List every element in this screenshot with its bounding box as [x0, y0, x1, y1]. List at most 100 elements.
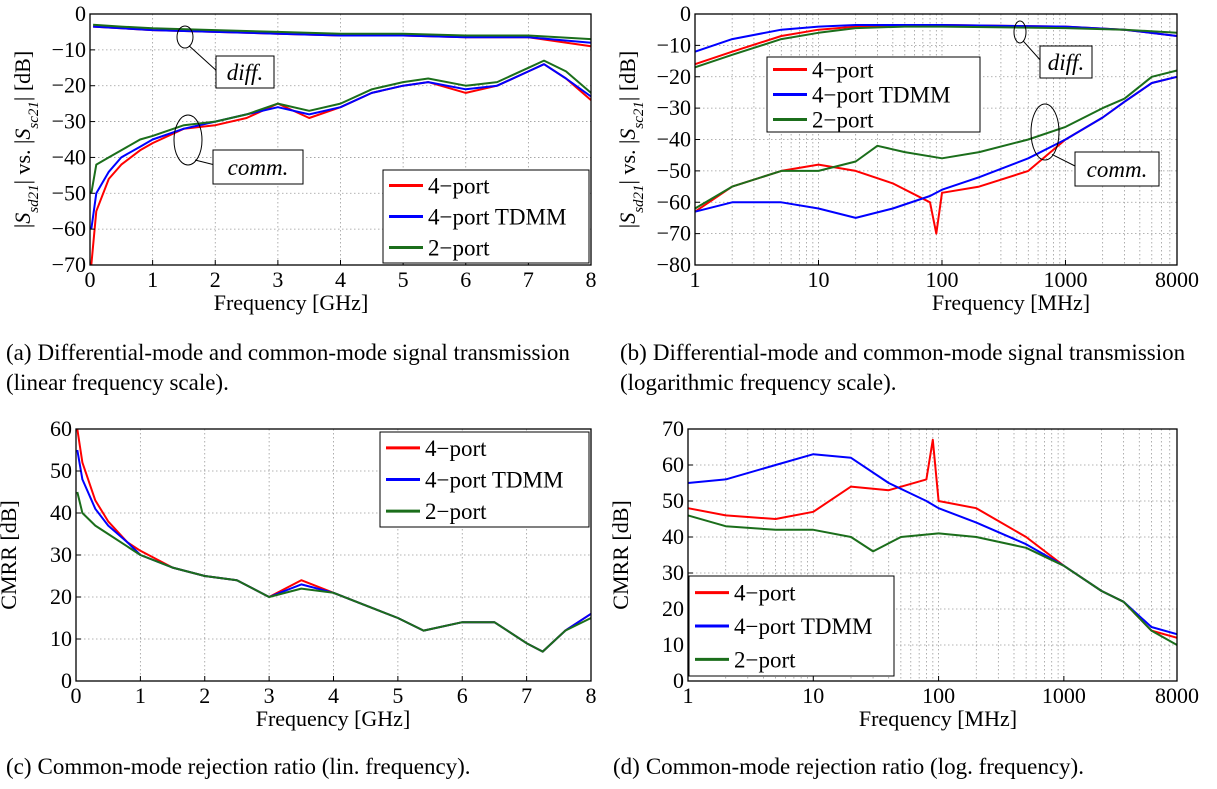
- x-axis-label: Frequency [GHz]: [256, 706, 411, 731]
- x-tick-label: 1: [683, 683, 694, 708]
- x-tick-label: 8000: [1155, 683, 1199, 708]
- x-tick-label: 3: [272, 267, 283, 292]
- y-tick-label: −30: [52, 109, 86, 134]
- caption-a-label: (a): [6, 340, 32, 365]
- chart-panel-a: 0 1 2 3 4 5 6 7 8 0 −10 −20 −30 −40 −50 −60 −70 Frequency…: [10, 1, 597, 315]
- legend-label: 4−port: [734, 581, 796, 606]
- y-axis-label: CMRR [dB]: [0, 500, 21, 609]
- y-tick-label: 0: [75, 1, 86, 26]
- y-tick-label: −50: [52, 180, 86, 205]
- legend: 4−port 4−port TDMM 2−port: [379, 431, 590, 528]
- chart-panel-d: 1 10 100 1000 8000 0 10 20 30 40 50 60 70 Frequency […: [608, 416, 1199, 731]
- x-tick-label: 8000: [1155, 267, 1199, 292]
- y-axis-label: CMRR [dB]: [608, 500, 633, 609]
- caption-c-label: (c): [6, 754, 32, 779]
- x-tick-label: 10: [802, 683, 824, 708]
- legend: 4−port 4−port TDMM 2−port: [382, 169, 590, 264]
- annotation-box: [212, 149, 304, 185]
- legend-label: 2−port: [425, 499, 487, 524]
- legend-label: 4−port TDMM: [425, 468, 563, 493]
- series-line-4port-tdmm-comm: [694, 75, 1178, 219]
- y-tick-label: 70: [662, 416, 684, 441]
- x-tick-label: 2: [199, 683, 210, 708]
- y-tick-label: 0: [673, 668, 684, 693]
- x-axis-label: Frequency [MHz]: [932, 290, 1090, 315]
- series-line-4port-tdmm-comm: [90, 63, 592, 230]
- x-tick-label: 6: [457, 683, 468, 708]
- series-line-2port-diff: [694, 25, 1178, 69]
- x-tick-label: 5: [392, 683, 403, 708]
- y-tick-label: −10: [52, 37, 86, 62]
- x-tick-label: 1: [147, 267, 158, 292]
- y-tick-label: 40: [662, 524, 684, 549]
- annotation-leader: [188, 45, 219, 73]
- series-line-2port-diff: [93, 23, 592, 41]
- y-tick-label: 60: [50, 416, 72, 441]
- x-tick-label: 3: [264, 683, 275, 708]
- x-tick-label: 0: [71, 683, 82, 708]
- x-tick-label: 8: [586, 267, 597, 292]
- legend-label: 4−port: [812, 58, 874, 83]
- caption-d: (d) Common-mode rejection ratio (log. fre…: [613, 752, 1213, 782]
- x-tick-label: 5: [398, 267, 409, 292]
- x-tick-label: 2: [210, 267, 221, 292]
- annotation-box: [1074, 151, 1160, 187]
- y-tick-label: −60: [657, 189, 691, 214]
- x-tick-label: 100: [922, 683, 955, 708]
- x-tick-label: 1: [690, 267, 701, 292]
- y-tick-label: −20: [657, 64, 691, 89]
- annotation-diff: diff.: [1013, 20, 1093, 79]
- x-tick-label: 10: [807, 267, 829, 292]
- series-line-2port-comm: [90, 59, 592, 194]
- caption-b-label: (b): [620, 340, 647, 365]
- annotation-comm: comm.: [173, 114, 304, 185]
- annotation-text: diff.: [227, 60, 263, 85]
- legend-label: 2−port: [428, 236, 490, 261]
- series-line-4port-tdmm-diff: [93, 25, 592, 44]
- y-tick-label: 20: [662, 596, 684, 621]
- chart-panel-c: 0 1 2 3 4 5 6 7 8 0 10 20 30 40 50 60 Frequency [GHz] CMR…: [0, 416, 597, 731]
- y-tick-label: 40: [50, 500, 72, 525]
- x-tick-label: 6: [460, 267, 471, 292]
- annotation-box: [1039, 45, 1093, 79]
- x-tick-label: 4: [335, 267, 346, 292]
- x-tick-label: 7: [523, 267, 534, 292]
- y-tick-label: −50: [657, 158, 691, 183]
- annotation-comm: comm.: [1030, 103, 1160, 187]
- caption-a-text: Differential-mode and common-mode signal…: [6, 340, 570, 395]
- y-axis-label: |Ssd21| vs. |Ssc21| [dB]: [10, 51, 42, 228]
- annotation-text: comm.: [228, 155, 289, 180]
- y-tick-label: 50: [662, 488, 684, 513]
- series-line-2port: [76, 491, 592, 653]
- legend-label: 2−port: [812, 108, 874, 133]
- annotation-leader: [194, 159, 216, 166]
- legend-label: 4−port: [428, 174, 490, 199]
- y-axis-label: |Ssd21| vs. |Ssc21| [dB]: [615, 51, 647, 228]
- legend-label: 4−port TDMM: [734, 614, 872, 639]
- x-tick-label: 0: [85, 267, 96, 292]
- caption-b: (b) Differential-mode and common-mode sig…: [620, 338, 1210, 398]
- annotation-ellipse: [173, 114, 203, 166]
- caption-c-text: Common-mode rejection ratio (lin. freque…: [37, 754, 471, 779]
- legend-label: 4−port TDMM: [428, 205, 566, 230]
- y-tick-label: −40: [52, 144, 86, 169]
- x-tick-label: 100: [925, 267, 958, 292]
- y-tick-label: −40: [657, 127, 691, 152]
- y-tick-label: 10: [662, 632, 684, 657]
- annotation-leader: [1051, 153, 1078, 168]
- x-tick-label: 7: [521, 683, 532, 708]
- y-tick-label: −20: [52, 73, 86, 98]
- annotation-ellipse: [176, 25, 194, 49]
- y-tick-label: 20: [50, 584, 72, 609]
- legend-label: 2−port: [734, 647, 796, 672]
- x-tick-label: 1000: [1043, 267, 1087, 292]
- annotation-leader: [1022, 40, 1043, 63]
- y-tick-label: −70: [657, 221, 691, 246]
- plot-frame: [687, 428, 1178, 682]
- y-tick-label: −60: [52, 216, 86, 241]
- x-axis-label: Frequency [MHz]: [859, 706, 1017, 731]
- x-tick-label: 1000: [1042, 683, 1086, 708]
- annotation-text: comm.: [1087, 157, 1148, 182]
- caption-b-text: Differential-mode and common-mode signal…: [620, 340, 1186, 395]
- annotation-text: diff.: [1048, 50, 1084, 75]
